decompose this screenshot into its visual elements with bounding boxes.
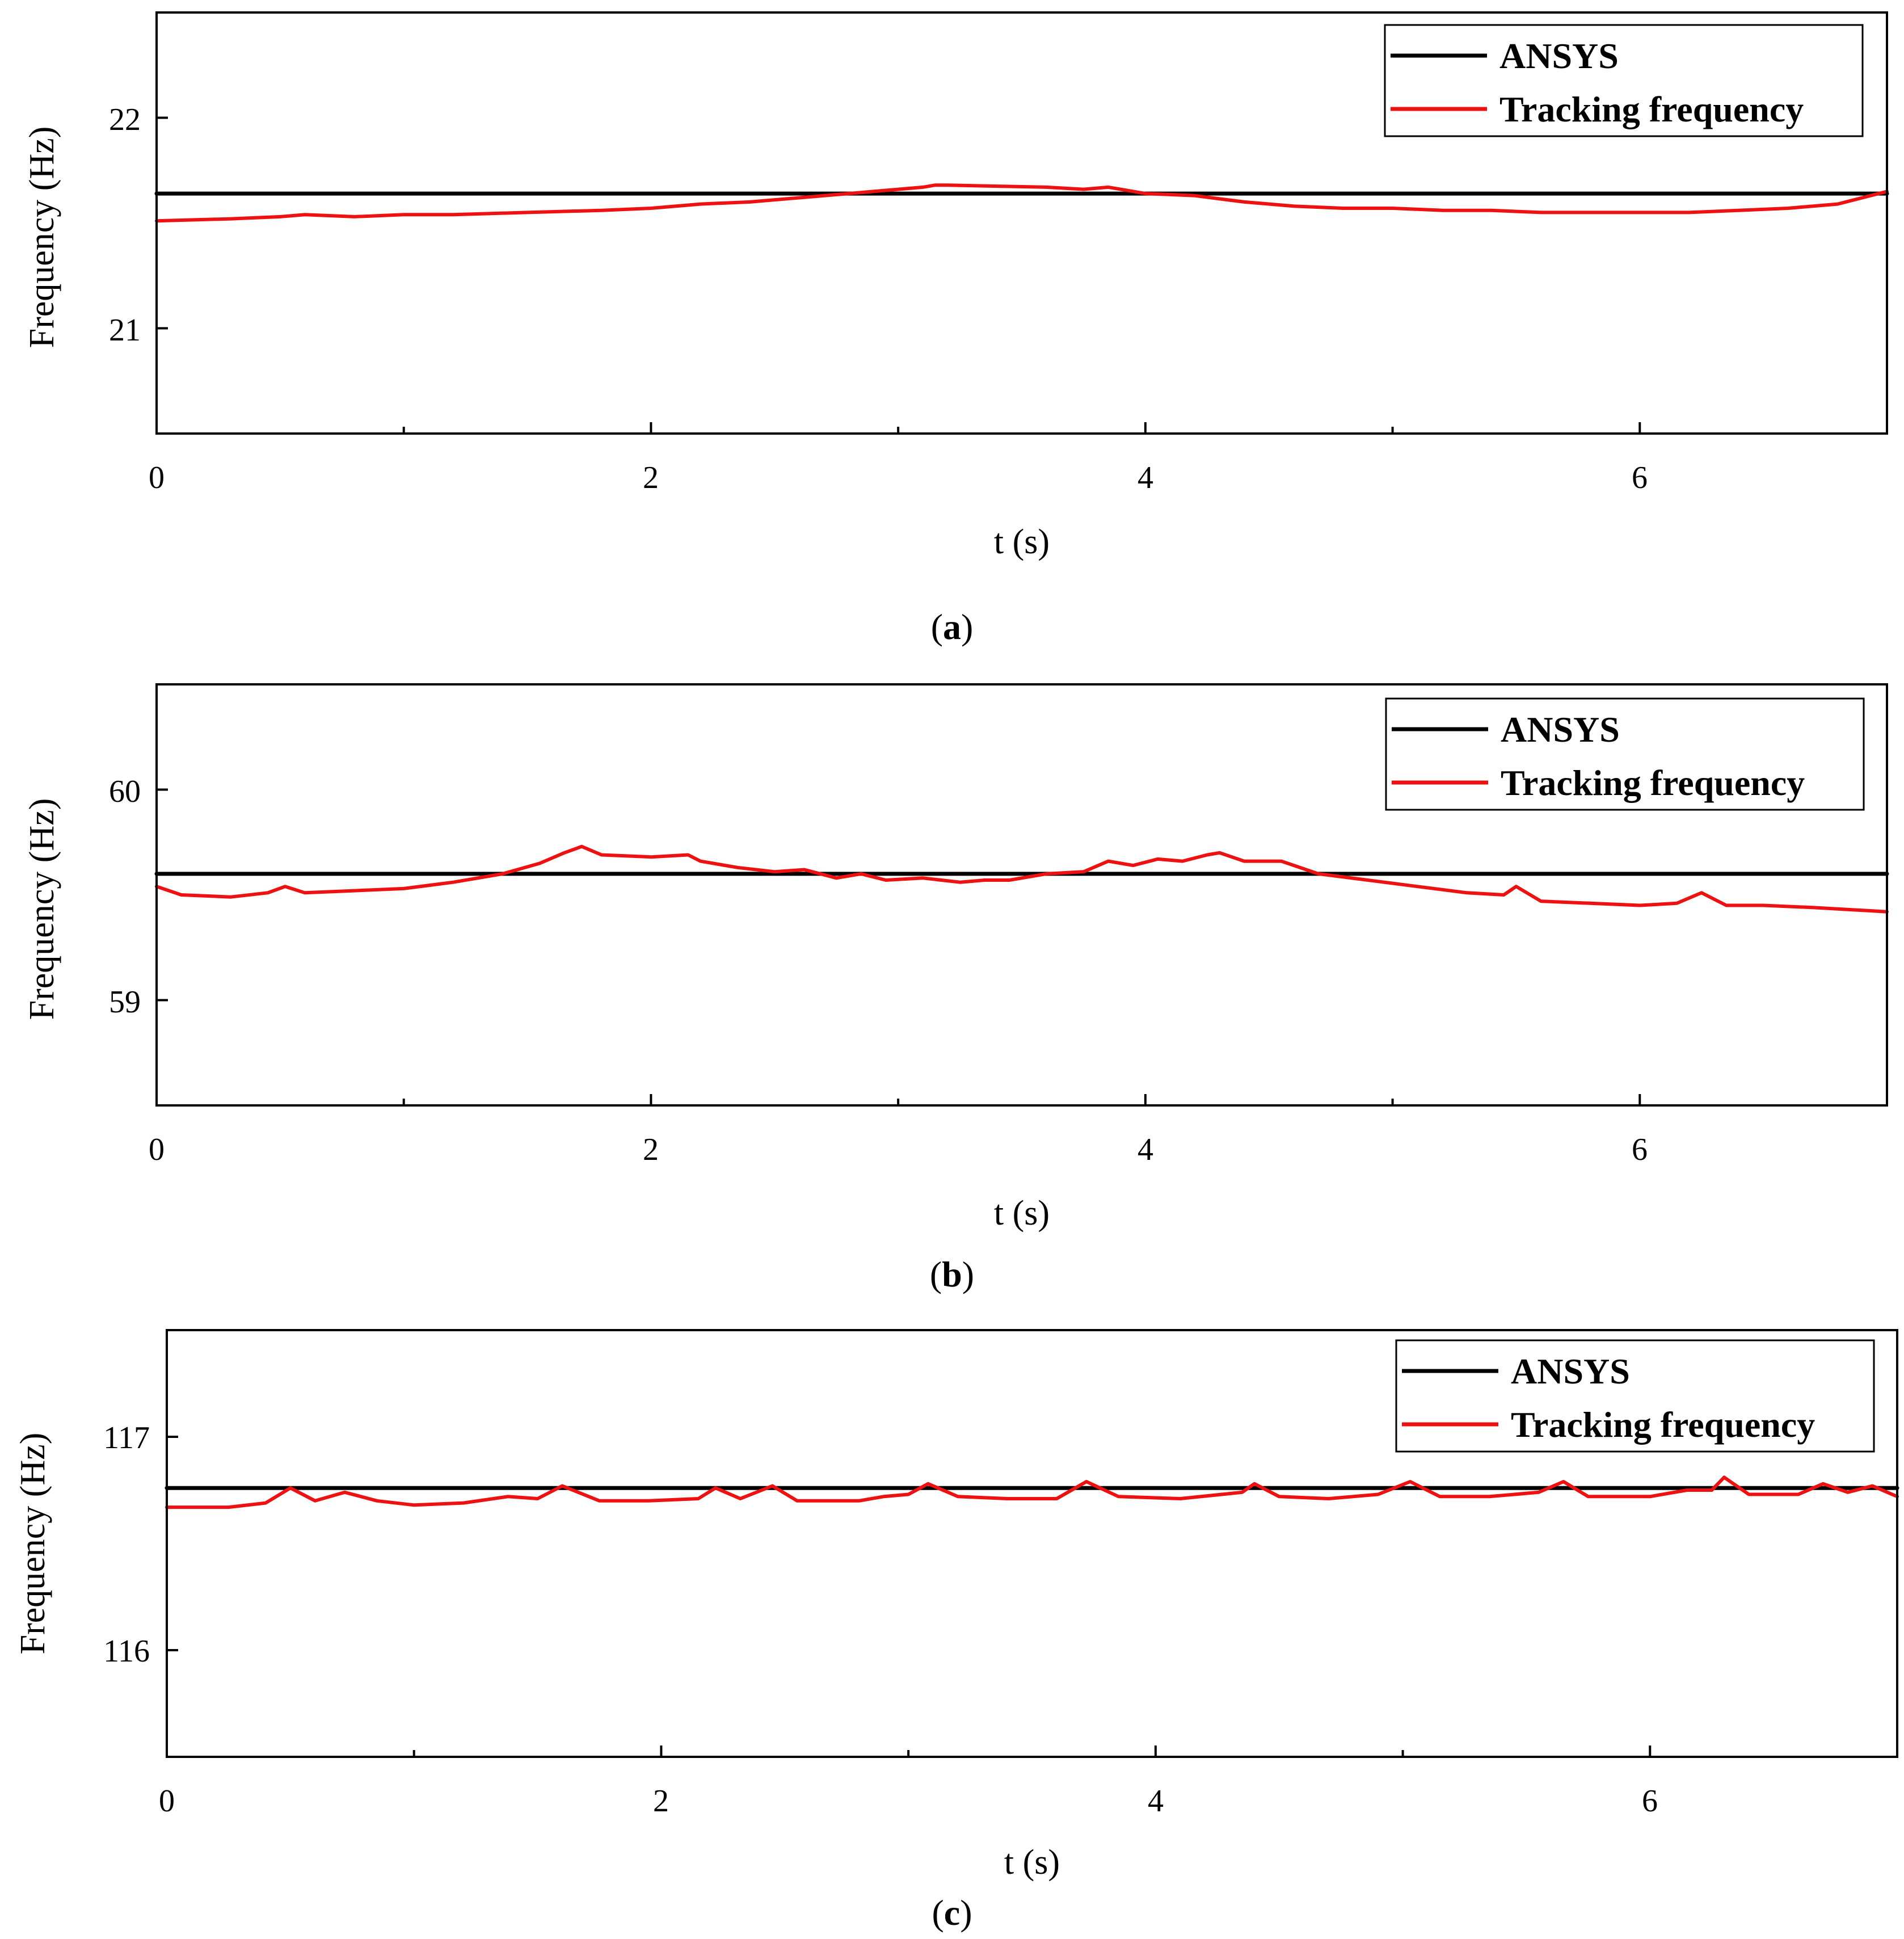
panel-b-legend-ansys-label: ANSYS [1501,709,1620,750]
panel-a-legend-ansys-label: ANSYS [1499,36,1619,76]
panel-c-caption-letter: c [944,1892,960,1933]
panel-a-caption-open: ( [931,607,943,647]
panel-c-legend: ANSYS Tracking frequency [1395,1339,1875,1453]
panel-a-legend-tracking-label: Tracking frequency [1499,89,1804,129]
panel-c-ticks [166,1436,1898,1757]
panel-b-legend: ANSYS Tracking frequency [1385,697,1865,811]
panel-c-xtick-label: 6 [1642,1784,1658,1819]
panel-b-tracking-line [155,844,1889,914]
panel-c-ytick-label: 116 [103,1634,150,1669]
panel-b-xtick-label: 2 [643,1132,659,1167]
panel-b-caption: (b) [930,1254,974,1294]
panel-c-caption-close: ) [960,1892,972,1933]
panel-c-legend-tracking-label: Tracking frequency [1511,1404,1815,1445]
panel-c-xtick-label: 2 [653,1784,669,1819]
panel-a-ylabel: Frequency (Hz) [23,127,61,348]
panel-b-xlabel: t (s) [994,1194,1050,1233]
panel-b-xtick-label: 0 [149,1132,165,1167]
panel-b-ylabel: Frequency (Hz) [23,798,61,1020]
panel-a-caption-letter: a [943,607,961,647]
panel-b-series [154,844,1889,914]
panel-b-ytick-label: 59 [109,985,141,1020]
panel-a-caption: (a) [931,607,974,647]
panel-c-ytick-label: 117 [103,1420,150,1456]
panel-a: 0 2 4 6 21 22 t (s) Frequency (Hz) ANSYS… [23,11,1889,647]
panel-b: 0 2 4 6 59 60 t (s) Frequency (Hz) ANSYS… [23,683,1889,1294]
panel-b-xtick-label: 6 [1632,1132,1648,1167]
panel-a-ytick-label: 22 [109,102,141,137]
panel-a-xlabel: t (s) [994,523,1050,561]
panel-a-ytick-label: 21 [109,313,141,348]
panel-c: 0 2 4 6 116 117 t (s) Frequency (Hz) ANS… [14,1329,1899,1933]
panel-b-caption-open: ( [930,1254,942,1294]
panel-c-tracking-line [165,1475,1899,1509]
panel-a-series [154,183,1889,223]
panel-c-plot-frame [166,1329,1898,1758]
panel-c-ylabel: Frequency (Hz) [14,1433,52,1655]
panel-a-xtick-label: 6 [1632,460,1648,495]
panel-b-xtick-label: 4 [1138,1132,1153,1167]
panel-a-xtick-label: 2 [643,460,659,495]
panel-c-xtick-label: 0 [159,1784,175,1819]
panel-b-ytick-label: 60 [109,774,141,809]
panel-a-ticks [155,116,1888,434]
panel-b-ticks [155,788,1888,1105]
panel-c-xlabel: t (s) [1004,1843,1060,1882]
panel-c-legend-ansys-label: ANSYS [1511,1351,1630,1391]
panel-c-caption-open: ( [932,1892,943,1933]
panel-b-plot-frame [155,683,1888,1107]
panel-a-legend-box [1384,24,1864,137]
panel-c-series [165,1475,1899,1509]
panel-a-caption-close: ) [961,607,973,647]
panel-a-legend: ANSYS Tracking frequency [1384,24,1864,137]
panel-a-xtick-label: 4 [1138,460,1153,495]
panel-c-xtick-label: 4 [1148,1784,1164,1819]
panel-c-legend-box [1395,1339,1875,1453]
panel-b-legend-tracking-label: Tracking frequency [1501,763,1805,803]
panel-a-tracking-line [155,183,1889,223]
panel-a-plot-frame [155,11,1888,435]
panel-c-caption: (c) [932,1892,972,1933]
panel-b-legend-box [1385,697,1865,811]
panel-b-caption-close: ) [962,1254,974,1294]
panel-a-xtick-label: 0 [149,460,165,495]
panel-b-caption-letter: b [942,1254,962,1294]
